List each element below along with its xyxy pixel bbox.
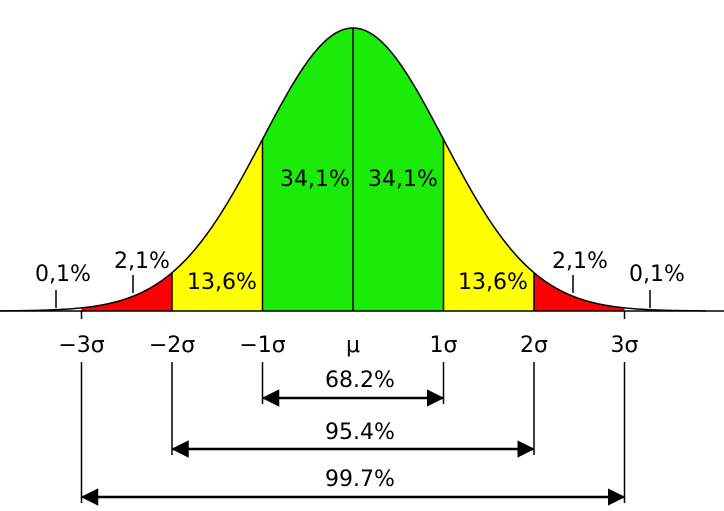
region-label: 0,1% [629, 262, 685, 287]
range-label: 95.4% [325, 420, 395, 445]
axis-label: 2σ [520, 333, 548, 358]
range-label: 68.2% [325, 368, 395, 393]
region-label: 0,1% [35, 262, 91, 287]
curve-lines [0, 27, 724, 506]
axis-label: 3σ [611, 333, 639, 358]
range-label: 99.7% [325, 467, 395, 492]
axis-label: 1σ [430, 333, 458, 358]
region-label: 2,1% [114, 249, 170, 274]
axis-label: −3σ [58, 333, 104, 358]
region-label: 13,6% [187, 270, 257, 295]
region-label: 13,6% [458, 270, 528, 295]
region-label: 34,1% [368, 167, 438, 192]
axis-label: μ [346, 333, 360, 358]
region-label: 34,1% [280, 167, 350, 192]
axis-label: −1σ [239, 333, 285, 358]
region [81, 272, 172, 311]
region [534, 272, 625, 311]
axis-label: −2σ [149, 333, 195, 358]
labels: 34,1% 34,1% 13,6% 13,6% 2,1% 2,1% 0,1% 0,1% −3σ −… [35, 167, 685, 492]
region-label: 2,1% [552, 249, 608, 274]
